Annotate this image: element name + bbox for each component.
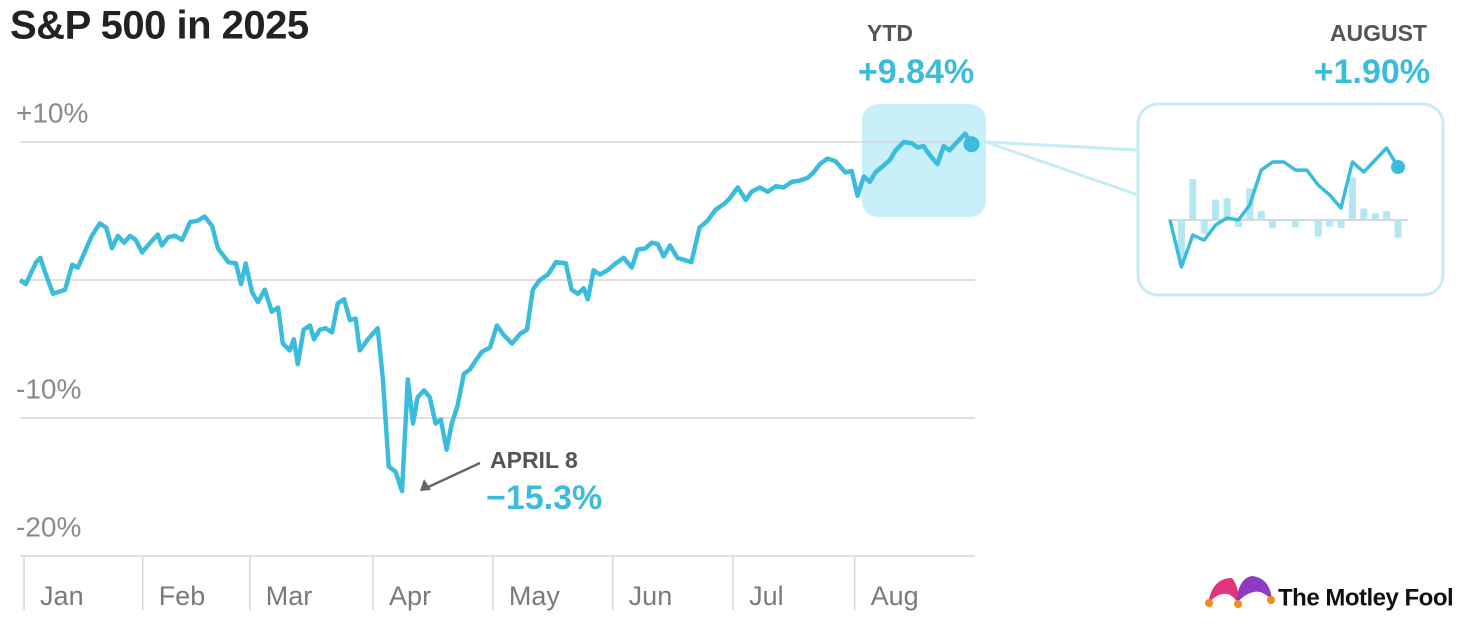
inset-bar <box>1177 220 1185 265</box>
x-tick-label: Feb <box>159 581 206 611</box>
x-tick-label: Jul <box>749 581 784 611</box>
inset-end-dot <box>1391 159 1405 174</box>
x-tick-label: Jun <box>629 581 673 611</box>
connector <box>985 140 1139 197</box>
logo-icon <box>1205 576 1275 608</box>
inset-bar <box>1348 177 1356 220</box>
x-tick-label: Mar <box>266 581 313 611</box>
y-tick-label: -20% <box>16 511 81 542</box>
inset-bar <box>1212 199 1220 220</box>
highlight-box <box>862 104 986 217</box>
ytd-label: YTD <box>867 20 913 46</box>
arrow <box>423 461 481 491</box>
inset-value: +1.90% <box>1314 53 1430 91</box>
x-tick-label: Jan <box>40 581 84 611</box>
inset-bar <box>1291 220 1299 228</box>
y-tick-label: -10% <box>16 373 81 404</box>
logo-text: The Motley Fool <box>1278 584 1453 611</box>
inset-bar <box>1371 213 1379 220</box>
x-tick-label: Apr <box>389 581 431 611</box>
inset-label: AUGUST <box>1330 20 1427 46</box>
inset-bar <box>1200 220 1208 234</box>
line <box>18 131 974 494</box>
low-value: −15.3% <box>486 479 602 517</box>
end-dot <box>963 136 980 153</box>
plot: +10% -10% -20% Jan Feb Mar Apr May Jun Jul Aug <box>16 97 980 611</box>
inset-bar <box>1394 220 1402 238</box>
low-label: APRIL 8 <box>490 447 578 473</box>
arrow-head <box>420 479 431 491</box>
inset-bar <box>1234 220 1242 227</box>
y-tick-label: +10% <box>16 97 88 128</box>
inset-bar <box>1189 178 1197 220</box>
ytd-value: +9.84% <box>858 53 974 91</box>
inset-line <box>1168 146 1400 269</box>
inset-bar <box>1269 220 1277 229</box>
inset-bar <box>1383 211 1391 220</box>
inset-bar <box>1257 211 1265 220</box>
inset-bar <box>1314 220 1322 237</box>
inset-box <box>1136 102 1445 297</box>
inset-bar <box>1337 220 1345 229</box>
x-tick-label: May <box>509 581 561 611</box>
chart-title: S&P 500 in 2025 <box>10 4 309 48</box>
inset-bar <box>1360 208 1368 220</box>
inset-bar <box>1280 220 1288 222</box>
x-tick-label: Aug <box>871 581 919 611</box>
inset-bar <box>1326 220 1334 227</box>
inset-plot <box>1168 146 1408 269</box>
inset-bar <box>1223 198 1231 220</box>
